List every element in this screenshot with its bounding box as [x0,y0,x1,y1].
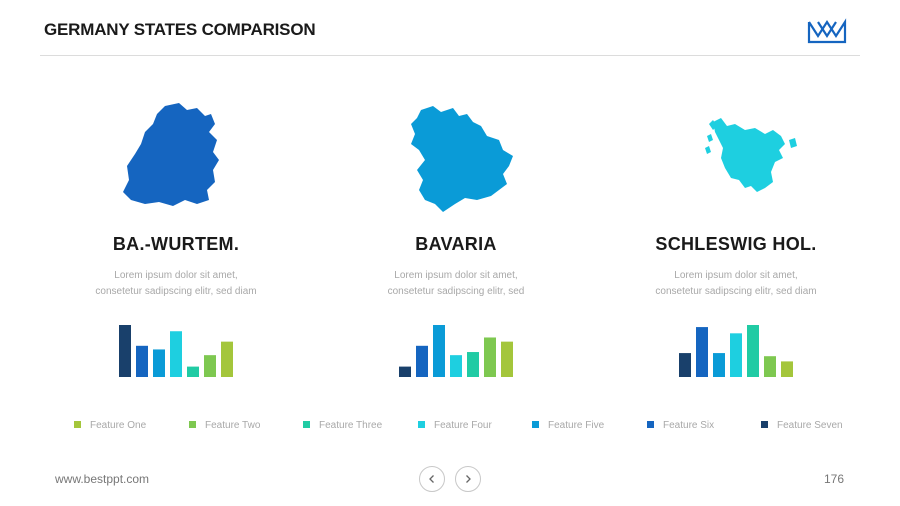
schleswig-holstein-map-icon [705,118,797,192]
page-title: GERMANY STATES COMPARISON [44,20,316,39]
legend-item: Feature Five [532,420,604,431]
legend-item: Feature Four [418,420,492,431]
chart-bar [713,353,725,377]
footer-url-link[interactable]: www.bestppt.com [55,472,150,486]
chart-bar [170,331,182,377]
state-card-ba-wurtem: BA.-WURTEM. Lorem ipsum dolor sit amet, … [36,100,316,377]
legend-swatch [761,421,768,428]
legend-item: Feature One [74,420,146,431]
legend-swatch [74,421,81,428]
state-card-bavaria: BAVARIA Lorem ipsum dolor sit amet, cons… [316,100,596,377]
prev-slide-button[interactable] [419,466,445,492]
chart-bar [433,325,445,377]
chart-bar [484,337,496,377]
chart-bar [747,325,759,377]
chevron-right-icon [466,475,471,483]
chart-bar [416,345,428,377]
bavaria-map-icon [411,106,513,212]
state-bar-chart [119,325,233,377]
chart-bar [501,341,513,377]
header-divider [40,55,860,56]
state-description: Lorem ipsum dolor sit amet, consetetur s… [95,270,257,297]
chart-bar [467,352,479,377]
chart-bar [450,355,462,377]
state-description: Lorem ipsum dolor sit amet, consetetur s… [655,270,817,297]
chart-bar [730,333,742,377]
chart-bar [679,353,691,377]
state-name: BA.-WURTEM. [112,234,240,254]
chart-bar [781,361,793,377]
chart-bar [204,355,216,377]
baden-wurttemberg-map-icon [123,103,219,206]
chart-bar [399,366,411,377]
chart-legend: Feature One Feature Two Feature Three Fe… [70,420,860,434]
legend-swatch [189,421,196,428]
next-slide-button[interactable] [455,466,481,492]
legend-swatch [418,421,425,428]
state-card-schleswig-hol: SCHLESWIG HOL. Lorem ipsum dolor sit ame… [596,100,876,377]
state-bar-chart [399,325,513,377]
crown-icon [807,18,847,44]
legend-swatch [303,421,310,428]
state-bar-chart [679,325,793,377]
legend-item: Feature Three [303,420,382,431]
chart-bar [764,356,776,377]
legend-swatch [647,421,654,428]
chart-bar [187,366,199,377]
chart-bar [136,345,148,377]
legend-item: Feature Seven [761,420,843,431]
state-name: SCHLESWIG HOL. [655,234,817,254]
chart-bar [696,327,708,377]
chevron-left-icon [429,475,434,483]
state-name: BAVARIA [415,234,497,254]
chart-bar [119,325,131,377]
legend-item: Feature Six [647,420,714,431]
state-description: Lorem ipsum dolor sit amet, consetetur s… [387,270,525,297]
legend-item: Feature Two [189,420,260,431]
chart-bar [221,341,233,377]
page-number: 176 [824,472,845,486]
chart-bar [153,349,165,377]
legend-swatch [532,421,539,428]
